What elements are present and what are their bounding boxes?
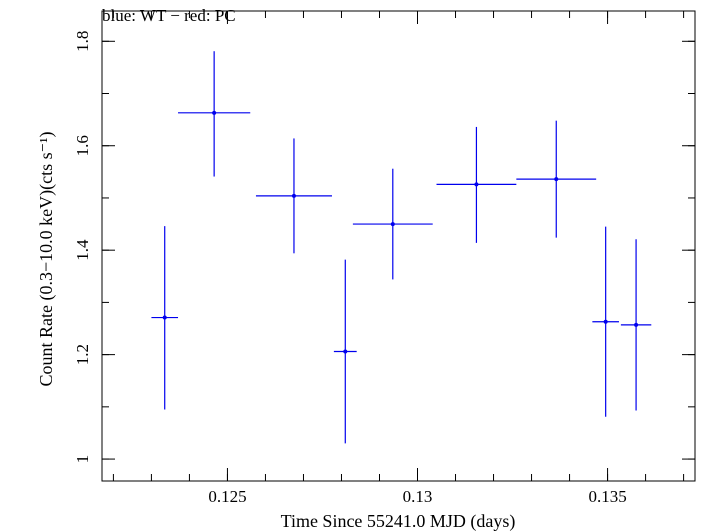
point-marker <box>474 182 479 187</box>
data-point <box>592 226 619 417</box>
tick-labels: 0.125 0.13 0.135 1 1.2 1.4 1.6 1.8 <box>73 31 627 506</box>
y-axis-title: Count Rate (0.3−10.0 keV)(cts s⁻¹) <box>36 131 57 386</box>
point-marker <box>162 315 167 320</box>
data-point <box>516 120 597 238</box>
data-point <box>178 51 251 177</box>
point-marker <box>634 322 639 327</box>
axis-ticks <box>102 11 695 481</box>
plot-frame <box>101 10 696 482</box>
point-marker <box>603 319 608 324</box>
x-tick-label: 0.13 <box>403 487 433 506</box>
data-point <box>620 239 652 411</box>
x-tick-label: 0.135 <box>588 487 626 506</box>
point-marker <box>212 110 217 115</box>
chart-title: blue: WT − red: PC <box>102 6 236 25</box>
point-marker <box>291 193 296 198</box>
y-tick-label: 1.2 <box>73 344 92 365</box>
y-tick-label: 1.4 <box>73 239 92 261</box>
point-marker <box>390 222 395 227</box>
y-tick-label: 1.6 <box>73 135 92 156</box>
data-points <box>151 51 652 444</box>
point-marker <box>343 349 348 354</box>
x-axis-title: Time Since 55241.0 MJD (days) <box>281 511 516 532</box>
point-marker <box>554 177 559 182</box>
data-point <box>151 226 179 410</box>
data-point <box>255 138 332 254</box>
data-point <box>436 126 517 243</box>
y-tick-label: 1 <box>73 455 92 464</box>
x-tick-label: 0.125 <box>208 487 246 506</box>
data-point <box>352 168 433 280</box>
data-point <box>333 259 357 444</box>
y-tick-label: 1.8 <box>73 31 92 52</box>
